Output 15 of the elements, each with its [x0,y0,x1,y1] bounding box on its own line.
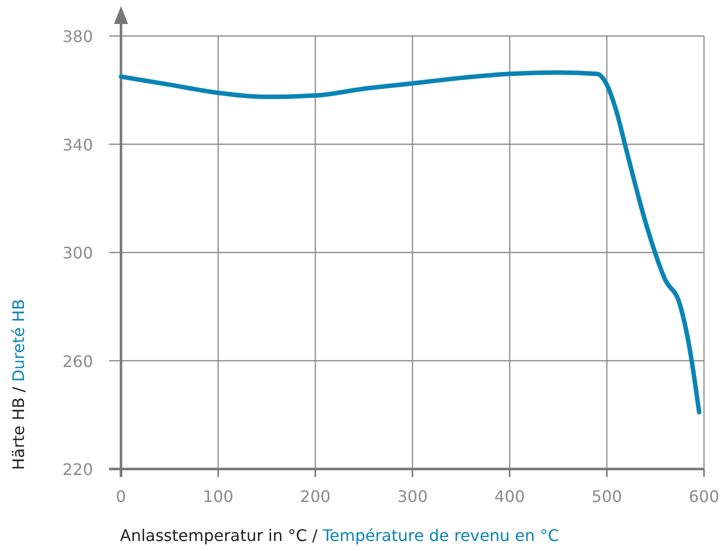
x-tick-label: 400 [494,487,525,506]
y-axis-title: Härte HB / Dureté HB [9,299,28,470]
y-tick-label: 300 [62,244,93,262]
line-series [118,70,702,414]
y-tick-label: 380 [62,27,93,46]
x-tick-label: 200 [300,487,331,506]
x-tick-label: 600 [688,487,720,506]
x-tick-label: 500 [592,487,622,506]
y-tick-label: 220 [62,460,93,479]
x-axis-title: Anlasstemperatur in °C / Température de revenu en °C [120,526,560,545]
x-tick-label: 100 [202,487,234,506]
y-tick-label: 340 [62,135,93,154]
x-tick-label: 300 [397,487,428,506]
y-tick-label: 260 [62,352,93,371]
x-tick-label: 0 [116,487,126,506]
